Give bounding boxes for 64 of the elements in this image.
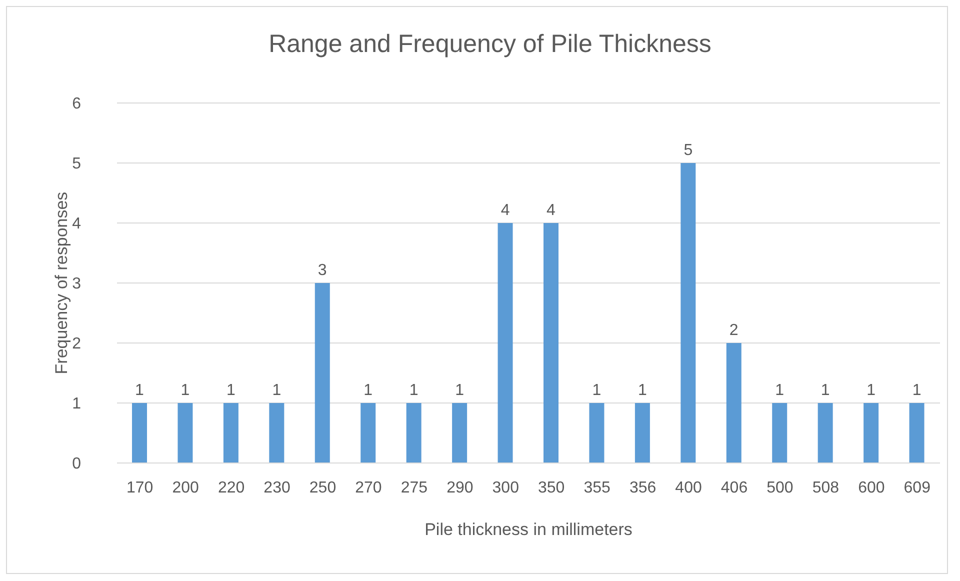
bar — [909, 403, 924, 463]
x-tick-label: 200 — [172, 479, 200, 496]
bar — [818, 403, 833, 463]
x-tick-label: 609 — [904, 479, 931, 496]
x-tick-label: 170 — [126, 479, 154, 496]
bar — [634, 403, 650, 463]
chart-title: Range and Frequency of Pile Thickness — [268, 30, 712, 59]
x-tick-label: 406 — [720, 479, 748, 496]
data-label: 1 — [820, 382, 830, 399]
bar — [452, 403, 468, 463]
data-label: 1 — [866, 382, 876, 399]
bar — [726, 343, 742, 463]
data-label: 1 — [272, 382, 282, 399]
data-label: 1 — [638, 382, 647, 399]
x-tick-label: 300 — [492, 479, 520, 496]
x-tick-label: 356 — [629, 479, 656, 496]
y-tick-label: 4 — [72, 216, 82, 233]
x-tick-label: 508 — [812, 479, 840, 496]
x-tick-label: 600 — [858, 479, 885, 496]
data-label: 4 — [546, 202, 556, 219]
data-label: 2 — [729, 322, 738, 339]
data-label: 1 — [592, 382, 602, 399]
bar — [544, 223, 558, 463]
x-tick-label: 275 — [400, 479, 428, 496]
y-tick-label: 3 — [72, 276, 82, 293]
data-label: 4 — [500, 202, 510, 219]
x-tick-label: 230 — [264, 479, 290, 496]
data-label: 1 — [409, 382, 418, 399]
bar — [132, 403, 147, 463]
bar — [360, 403, 376, 463]
y-tick-label: 2 — [72, 336, 82, 353]
bar — [314, 283, 330, 463]
y-tick-label: 5 — [72, 156, 82, 173]
bar — [406, 403, 422, 463]
data-label: 5 — [684, 142, 693, 159]
x-tick-label: 400 — [675, 479, 702, 496]
x-tick-label: 350 — [538, 479, 565, 496]
x-axis-title: Pile thickness in millimeters — [424, 520, 634, 540]
x-tick-label: 500 — [766, 479, 794, 496]
data-label: 1 — [135, 382, 144, 399]
x-tick-label: 270 — [355, 479, 382, 496]
bar — [589, 403, 604, 463]
data-label: 1 — [455, 382, 464, 399]
bar — [864, 403, 879, 463]
bar — [772, 403, 788, 463]
data-label: 1 — [775, 382, 784, 399]
x-tick-label: 220 — [218, 479, 245, 496]
bar — [498, 223, 513, 463]
bar — [223, 403, 238, 463]
bar — [178, 403, 193, 463]
bar — [680, 163, 696, 463]
bar — [269, 403, 284, 463]
data-label: 1 — [364, 382, 373, 399]
y-tick-label: 1 — [72, 396, 82, 413]
x-tick-label: 290 — [446, 479, 474, 496]
y-tick-label: 6 — [72, 96, 82, 113]
x-tick-label: 355 — [584, 479, 611, 496]
data-label: 1 — [180, 382, 190, 399]
x-tick-label: 250 — [309, 479, 336, 496]
y-axis-title: Frequency of responses — [52, 192, 72, 374]
y-tick-label: 0 — [72, 456, 82, 473]
data-label: 3 — [318, 262, 327, 279]
data-label: 1 — [226, 382, 236, 399]
data-label: 1 — [912, 382, 922, 399]
